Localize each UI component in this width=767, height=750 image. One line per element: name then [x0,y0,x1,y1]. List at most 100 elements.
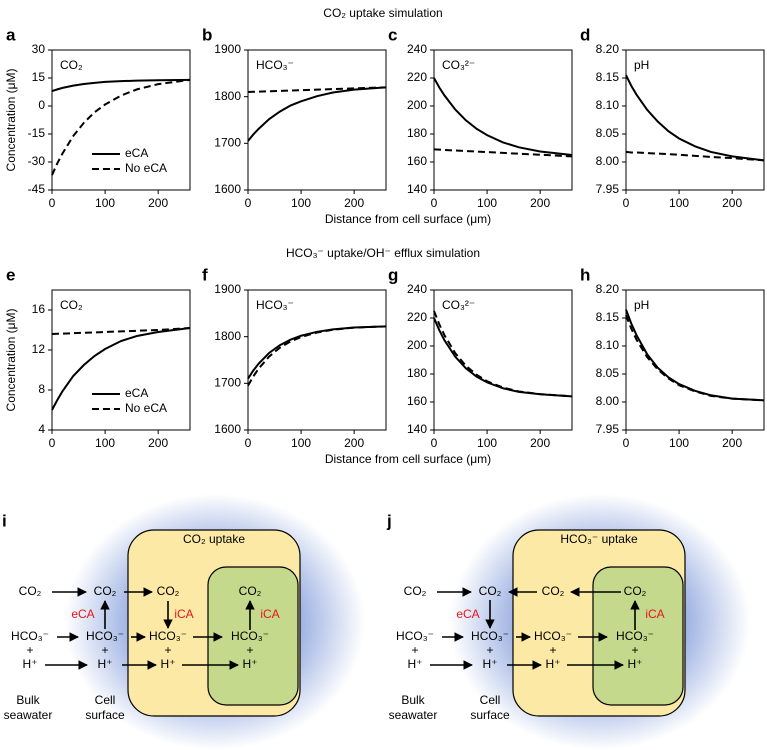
panel-label: pH [634,298,649,312]
line-series [247,325,387,380]
y-tick-label: 1900 [214,282,241,296]
chloroplast-species: H⁺ [243,657,258,671]
y-tick-label: 0 [38,98,45,112]
x-tick-label: 0 [431,436,438,450]
y-tick-label: 200 [407,98,427,112]
compartment-label: seawater [389,708,438,722]
chloroplast-species: CO₂ [624,584,647,598]
y-tick-label: 180 [407,366,427,380]
enzyme-label: iCA [645,607,664,621]
plot-frame [433,289,573,431]
compartment-label: Cell [480,693,501,707]
panel-label: HCO₃⁻ [256,298,294,312]
x-tick-label: 0 [431,196,438,210]
panel-letter: g [388,265,398,284]
y-tick-label: 200 [407,338,427,352]
y-tick-label: 240 [407,282,427,296]
line-series [433,148,573,158]
line-series [51,78,191,176]
line-series [247,325,387,387]
x-tick-label: 100 [291,196,311,210]
compartment-label: Bulk [401,693,425,707]
bulk-species: H⁺ [408,657,423,671]
line-series [51,327,191,411]
y-tick-label: 15 [32,70,46,84]
cytoplasm-species: HCO₃⁻ [534,629,572,643]
panel-letter: d [580,25,590,44]
chloroplast-species: HCO₃⁻ [231,629,269,643]
surface-species: CO₂ [94,584,117,598]
cytoplasm-species: CO₂ [542,584,565,598]
line-series [433,77,573,156]
x-tick-label: 200 [344,436,364,450]
y-tick-label: 140 [407,422,427,436]
line-series [625,74,765,162]
diagram-title: CO₂ uptake [183,532,245,546]
y-tick-label: -45 [28,182,46,196]
line-series [625,314,765,402]
cytoplasm-species: HCO₃⁻ [149,629,187,643]
line-series [433,310,573,398]
y-tick-label: 8.00 [596,154,620,168]
compartment-label: seawater [4,708,53,722]
y-tick-label: 1700 [214,136,241,150]
panel-letter: c [388,25,397,44]
x-tick-label: 0 [49,436,56,450]
bulk-species: + [411,643,418,657]
surface-species: CO₂ [479,584,502,598]
plot-frame [625,289,765,431]
plot-frame [51,289,191,431]
row-title: HCO₃⁻ uptake/OH⁻ efflux simulation [286,246,480,260]
enzyme-label: eCA [456,607,479,621]
x-axis-label: Distance from cell surface (μm) [325,212,491,226]
plot-frame [247,289,387,431]
y-tick-label: 1800 [214,329,241,343]
panel-label: CO₃²⁻ [442,58,475,72]
x-tick-label: 100 [95,196,115,210]
plot-frame [51,49,191,191]
x-axis-label: Distance from cell surface (μm) [325,452,491,466]
y-tick-label: 8 [38,382,45,396]
chloroplast-species: H⁺ [628,657,643,671]
y-tick-label: 1800 [214,89,241,103]
cytoplasm-species: H⁺ [161,657,176,671]
chloroplast [592,566,684,706]
y-tick-label: -30 [28,154,46,168]
panel-label: CO₂ [60,58,83,72]
enzyme-label: iCA [174,607,193,621]
y-tick-label: 8.00 [596,394,620,408]
diagram-title: HCO₃⁻ uptake [560,532,638,546]
x-tick-label: 200 [530,436,550,450]
y-tick-label: -15 [28,126,46,140]
y-tick-label: 240 [407,42,427,56]
x-tick-label: 200 [722,196,742,210]
line-series [247,86,387,142]
line-series [51,327,191,335]
x-tick-label: 200 [344,196,364,210]
y-tick-label: 4 [38,422,45,436]
y-tick-label: 220 [407,70,427,84]
x-tick-label: 100 [291,436,311,450]
cytoplasm-species: + [549,643,556,657]
y-tick-label: 1900 [214,42,241,56]
cytoplasm-species: CO₂ [157,584,180,598]
y-tick-label: 1600 [214,422,241,436]
chloroplast-species: + [631,643,638,657]
panel-label: CO₂ [60,298,83,312]
bulk-species: HCO₃⁻ [396,629,434,643]
compartment-label: surface [470,708,510,722]
x-tick-label: 200 [530,196,550,210]
surface-species: H⁺ [483,657,498,671]
legend-label: eCA [125,386,148,400]
line-series [625,309,765,402]
cytoplasm-species: + [164,643,171,657]
surface-species: H⁺ [98,657,113,671]
y-tick-label: 7.95 [596,182,620,196]
bulk-species: CO₂ [19,584,42,598]
row-title: CO₂ uptake simulation [323,6,442,20]
x-tick-label: 0 [245,436,252,450]
enzyme-label: iCA [260,607,279,621]
panel-letter: i [2,511,7,530]
